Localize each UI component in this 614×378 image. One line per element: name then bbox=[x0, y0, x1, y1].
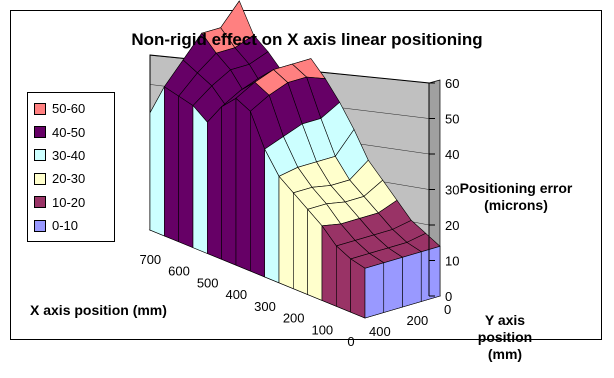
x-tick-label: 200 bbox=[283, 311, 305, 326]
legend-swatch bbox=[34, 219, 46, 232]
legend-swatch bbox=[34, 126, 46, 139]
surface bbox=[149, 0, 441, 319]
chart-title: Non-rigid effect on X axis linear positi… bbox=[131, 30, 483, 49]
z-tick-label: 60 bbox=[445, 76, 459, 91]
z-axis-label-text: Positioning error (microns) bbox=[459, 180, 573, 213]
x-tick-label: 100 bbox=[311, 322, 333, 337]
x-tick-label: 0 bbox=[347, 334, 354, 349]
surface-front-patch bbox=[307, 208, 323, 301]
x-tick-label: 700 bbox=[139, 252, 161, 267]
legend-label: 10-20 bbox=[52, 194, 86, 210]
surface-front-patch bbox=[350, 258, 366, 319]
surface-side-patch bbox=[364, 262, 385, 319]
surface-front-patch bbox=[192, 104, 208, 254]
surface-side-patch bbox=[420, 245, 441, 302]
surface-front-patch bbox=[221, 97, 237, 266]
y-axis-label-text: Y axis position (mm) bbox=[477, 312, 533, 362]
legend-label: 30-40 bbox=[52, 147, 86, 163]
surface-front-patch bbox=[278, 175, 294, 290]
x-tick-label: 500 bbox=[197, 275, 219, 290]
z-tick-label: 10 bbox=[445, 254, 459, 269]
x-axis-label: X axis position (mm) bbox=[30, 302, 167, 318]
surface-side-patch bbox=[383, 256, 403, 313]
legend-label: 20-30 bbox=[52, 171, 86, 187]
surface-front-patch bbox=[178, 95, 194, 249]
legend-swatch bbox=[34, 102, 46, 115]
x-tick-label: 300 bbox=[254, 299, 276, 314]
legend-item: 0-10 bbox=[34, 214, 114, 237]
legend-item: 10-20 bbox=[34, 191, 114, 214]
z-axis-ticks: 0 10 20 30 40 50 60 bbox=[429, 76, 459, 304]
legend-swatch bbox=[34, 196, 46, 209]
z-tick-label: 50 bbox=[445, 112, 459, 127]
legend-item: 20-30 bbox=[34, 167, 114, 190]
y-tick-label: 400 bbox=[369, 324, 391, 339]
x-axis-ticks: 700 600 500 400 300 200 100 0 bbox=[139, 252, 354, 349]
surface-front-patch bbox=[164, 86, 179, 243]
surface-front-patch bbox=[293, 192, 308, 295]
y-axis-ticks: 400 200 0 bbox=[369, 302, 451, 339]
surface-front-patch bbox=[235, 97, 251, 272]
surface-front-patch bbox=[149, 86, 165, 237]
z-tick-label: 0 bbox=[445, 289, 452, 304]
surface-side-patch bbox=[402, 251, 422, 308]
z-tick-label: 30 bbox=[445, 183, 459, 198]
legend-item: 30-40 bbox=[34, 144, 114, 167]
legend-label: 50-60 bbox=[52, 101, 86, 117]
z-axis-label: Positioning error (microns) bbox=[456, 180, 576, 214]
surface-front-patch bbox=[207, 105, 222, 260]
x-tick-label: 600 bbox=[168, 264, 190, 279]
y-tick-label: 200 bbox=[407, 313, 429, 328]
legend-label: 40-50 bbox=[52, 124, 86, 140]
legend-swatch bbox=[34, 149, 46, 162]
legend-item: 50-60 bbox=[34, 97, 114, 120]
z-tick-label: 20 bbox=[445, 218, 459, 233]
y-axis-label: Y axis position (mm) bbox=[470, 312, 540, 363]
legend-item: 40-50 bbox=[34, 120, 114, 143]
z-tick-label: 40 bbox=[445, 147, 459, 162]
legend: 50-60 40-50 30-40 20-30 10-20 0-10 bbox=[27, 92, 115, 242]
legend-swatch bbox=[34, 172, 46, 185]
legend-label: 0-10 bbox=[52, 218, 79, 234]
y-tick-label: 0 bbox=[444, 302, 451, 317]
x-tick-label: 400 bbox=[225, 287, 247, 302]
